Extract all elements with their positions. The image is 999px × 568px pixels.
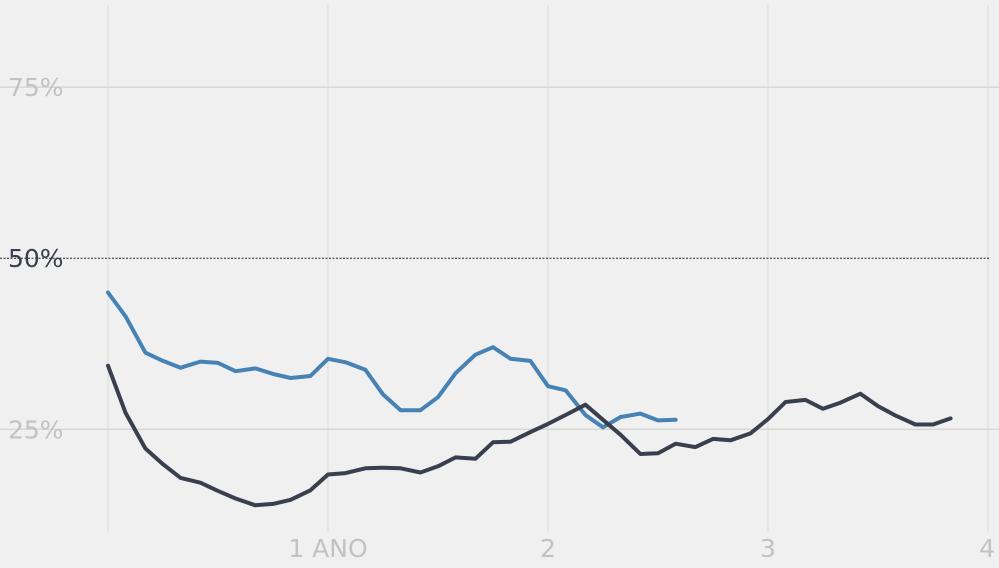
x-tick-label: 3 [760,534,776,563]
x-tick-label: 4 [979,534,995,563]
y-tick-label: 25% [8,415,64,444]
y-tick-label: 50% [8,244,64,273]
y-tick-label: 75% [8,73,64,102]
x-tick-label: 2 [540,534,556,563]
x-tick-label: 1 ANO [288,534,367,563]
